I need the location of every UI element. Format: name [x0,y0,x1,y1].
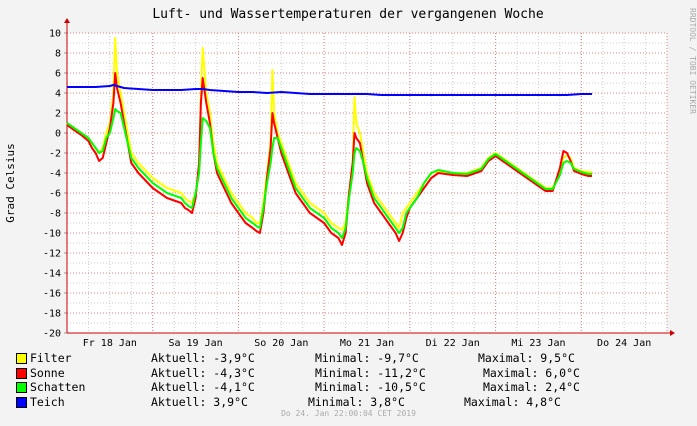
y-tick-label: -4 [49,169,61,180]
series-layer [66,37,592,246]
legend-maximum-value: Maximal: 9,5°C [478,351,575,365]
footer-timestamp: Do 24. Jan 22:00:04 CET 2019 [281,409,416,418]
x-tick-label: Mi 23 Jan [511,338,565,349]
series-line-schatten [66,108,592,239]
grid [67,32,668,334]
y-tick-label: -2 [49,149,61,160]
legend-maximum-value: Maximal: 6,0°C [483,365,580,380]
y-axis-label: Grad Celsius [4,143,17,222]
series-line-teich [67,84,592,96]
legend-maximum-value: Maximal: 4,8°C [464,394,561,409]
chart-title: Luft- und Wassertemperaturen der vergang… [152,7,544,22]
y-axis-arrow [64,18,70,23]
y-tick-label: 8 [55,49,61,60]
legend-current-value: Aktuell: -3,9°C [151,351,255,365]
x-tick-label: Fr 18 Jan [83,338,137,349]
y-tick-label: 6 [55,69,61,80]
axes: 10 8 6 4 2 0 -2 -4 -6 -8 -10 -12 -14 -16 -18 -20 Fr 18 J… [43,18,675,349]
legend-swatch [16,353,27,364]
series-line-sonne [66,72,592,246]
legend-swatch [16,396,27,408]
legend-current-value: Aktuell: 3,9°C [151,394,248,409]
x-tick-label: Sa 19 Jan [168,338,222,349]
y-tick-label: 4 [55,89,61,100]
legend-series-name: Teich [30,394,65,409]
x-tick-label: So 20 Jan [254,338,308,349]
y-tick-label: -12 [43,249,61,260]
x-tick-label: Di 22 Jan [426,338,480,349]
y-tick-label: 0 [55,129,61,140]
legend-maximum-value: Maximal: 2,4°C [483,380,580,394]
legend-series-name: Filter [30,351,72,365]
x-tick-label: Do 24 Jan [597,338,651,349]
legend-minimum-value: Minimal: -11,2°C [315,365,426,380]
legend-minimum-value: Minimal: -10,5°C [315,380,426,394]
x-axis-arrow [670,330,675,336]
legend-series-name: Schatten [30,380,86,394]
legend-minimum-value: Minimal: 3,8°C [308,394,405,409]
y-tick-label: 10 [49,29,61,40]
y-tick-label: -8 [49,209,61,220]
y-tick-label: -16 [43,289,61,300]
y-tick-label: -14 [43,269,61,280]
y-tick-label: -10 [43,229,61,240]
legend-current-value: Aktuell: -4,3°C [151,365,255,380]
y-tick-label: 2 [55,109,61,120]
y-tick-label: -6 [49,189,61,200]
side-credit: RRDTOOL / TOBI OETIKER [688,8,697,114]
y-tick-label: -18 [43,309,61,320]
x-tick-label: Mo 21 Jan [340,338,394,349]
legend-swatch [16,367,27,379]
legend-minimum-value: Minimal: -9,7°C [315,351,419,365]
legend-swatch [16,382,27,393]
legend-current-value: Aktuell: -4,1°C [151,380,255,394]
legend-series-name: Sonne [30,365,65,380]
y-tick-label: -20 [43,329,61,340]
